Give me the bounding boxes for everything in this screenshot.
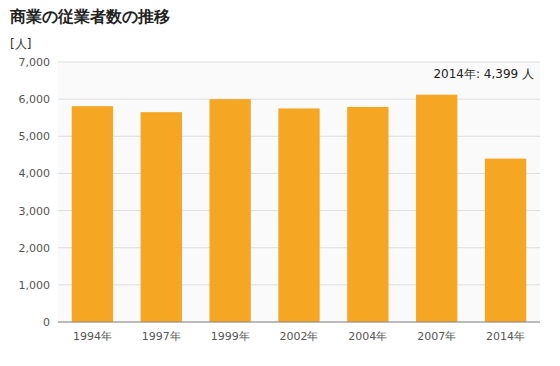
chart-svg: 商業の従業者数の推移 [人] 0 1,000 2,000 3,000 4,000 5,000 6… [0, 0, 560, 366]
bars [72, 95, 526, 322]
annotation: 2014年: 4,399 人 [433, 67, 534, 81]
x-axis: 1994年 1997年 1999年 2002年 2004年 2007年 2014年 [73, 330, 525, 343]
y-tick-label: 3,000 [19, 205, 51, 218]
y-axis: 0 1,000 2,000 3,000 4,000 5,000 6,000 7,000 [19, 56, 51, 329]
bar [72, 106, 113, 322]
plot-background [58, 62, 540, 322]
grid [58, 62, 540, 322]
x-tick-label: 2004年 [348, 330, 387, 343]
y-tick-label: 4,000 [19, 167, 51, 180]
y-tick-label: 2,000 [19, 242, 51, 255]
chart-container: 商業の従業者数の推移 [人] 0 1,000 2,000 3,000 4,000 5,000 6… [0, 0, 560, 366]
bar [347, 107, 388, 322]
x-tick-label: 1999年 [211, 330, 250, 343]
x-tick-label: 2002年 [280, 330, 319, 343]
y-tick-label: 7,000 [19, 56, 51, 69]
bar [141, 112, 182, 322]
y-tick-label: 1,000 [19, 279, 51, 292]
grid-line [58, 62, 540, 63]
y-tick-label: 0 [43, 316, 50, 329]
x-tick-label: 2014年 [486, 330, 525, 343]
x-tick-label: 1997年 [142, 330, 181, 343]
x-tick-label: 1994年 [73, 330, 112, 343]
bar [278, 108, 319, 322]
bar [209, 99, 250, 322]
y-tick-label: 6,000 [19, 93, 51, 106]
bar [416, 95, 457, 322]
x-axis-line [58, 322, 540, 323]
grid-line [58, 322, 540, 323]
y-tick-label: 5,000 [19, 130, 51, 143]
x-tick-label: 2007年 [417, 330, 456, 343]
grid-line [58, 99, 540, 100]
bar [485, 159, 526, 322]
title: 商業の従業者数の推移 [9, 7, 170, 26]
y-axis-label: [人] [10, 37, 31, 51]
